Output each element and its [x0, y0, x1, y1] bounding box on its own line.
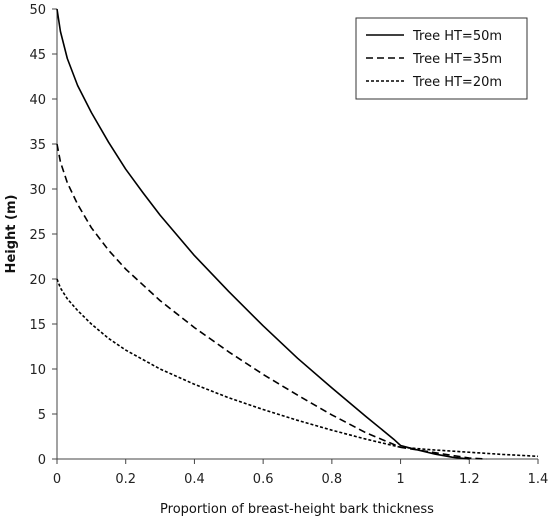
x-tick-label: 0.6: [253, 472, 274, 487]
x-ticks: 0 0.2 0.4 0.6 0.8 1 1.2 1.4: [53, 459, 548, 487]
legend-box: [355, 17, 528, 100]
y-tick-label: 25: [29, 228, 46, 243]
x-tick-label: 0.4: [184, 472, 205, 487]
x-tick-label: 1: [396, 472, 404, 487]
x-tick-label: 1.4: [528, 472, 549, 487]
y-axis-title: Height (m): [4, 195, 19, 274]
legend: Tree HT=50m Tree HT=35m Tree HT=20m: [355, 17, 528, 100]
y-tick-label: 45: [29, 48, 46, 63]
y-tick-label: 35: [29, 138, 46, 153]
y-tick-label: 0: [38, 453, 46, 468]
x-tick-label: 0: [53, 472, 61, 487]
x-axis-title: Proportion of breast-height bark thickne…: [160, 502, 434, 517]
y-ticks: 0 5 10 15 20 25 30 35 40 45 50: [29, 3, 57, 468]
y-tick-label: 50: [29, 3, 46, 18]
legend-label-2: Tree HT=35m: [412, 52, 502, 67]
y-tick-label: 15: [29, 318, 46, 333]
x-tick-label: 0.2: [115, 472, 136, 487]
y-tick-label: 10: [29, 363, 46, 378]
x-tick-label: 1.2: [459, 472, 480, 487]
y-tick-label: 30: [29, 183, 46, 198]
y-tick-label: 5: [38, 408, 46, 423]
series-group: [56, 8, 539, 460]
legend-label-3: Tree HT=20m: [412, 75, 502, 90]
legend-label-1: Tree HT=50m: [412, 29, 502, 44]
series-line-2: [56, 143, 487, 460]
series-line-3: [56, 278, 539, 458]
y-tick-label: 40: [29, 93, 46, 108]
y-tick-label: 20: [29, 273, 46, 288]
x-tick-label: 0.8: [322, 472, 343, 487]
